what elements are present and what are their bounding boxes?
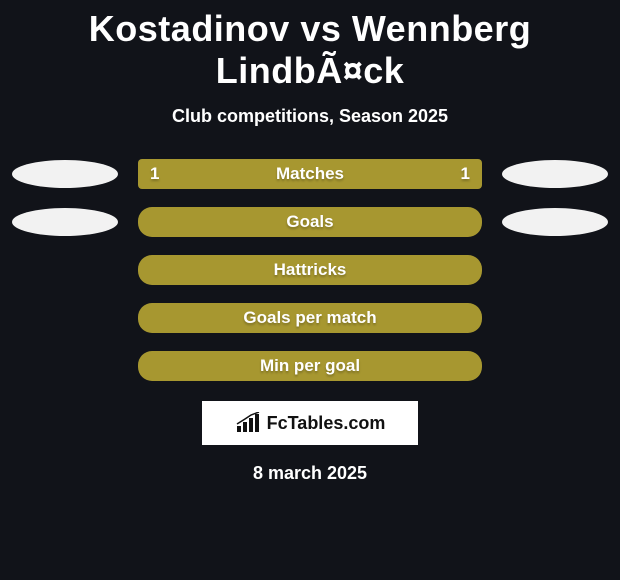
comparison-card: Kostadinov vs Wennberg LindbÃ¤ck Club co…	[0, 0, 620, 580]
stat-value-right: 1	[461, 164, 470, 184]
stat-bar: 1 Matches 1	[138, 159, 482, 189]
date-text: 8 march 2025	[0, 463, 620, 484]
stat-value-left: 1	[150, 164, 159, 184]
stat-bar: Min per goal	[138, 351, 482, 381]
stat-label: Goals per match	[243, 308, 376, 328]
stat-label: Matches	[276, 164, 344, 184]
stat-label: Min per goal	[260, 356, 360, 376]
stat-bar: Hattricks	[138, 255, 482, 285]
player-right-ellipse	[502, 160, 608, 188]
stat-row: Goals	[0, 207, 620, 237]
stat-row: Min per goal	[0, 351, 620, 381]
stat-row: 1 Matches 1	[0, 159, 620, 189]
chart-icon	[235, 412, 261, 434]
subtitle: Club competitions, Season 2025	[0, 106, 620, 127]
stat-label: Goals	[286, 212, 333, 232]
stat-row: Goals per match	[0, 303, 620, 333]
player-left-ellipse	[12, 208, 118, 236]
stat-label: Hattricks	[274, 260, 347, 280]
page-title: Kostadinov vs Wennberg LindbÃ¤ck	[0, 0, 620, 92]
stat-row: Hattricks	[0, 255, 620, 285]
stat-bar: Goals per match	[138, 303, 482, 333]
brand-logo-box: FcTables.com	[202, 401, 418, 445]
brand-logo-text: FcTables.com	[267, 413, 386, 434]
stat-bar: Goals	[138, 207, 482, 237]
player-left-ellipse	[12, 160, 118, 188]
player-right-ellipse	[502, 208, 608, 236]
stat-rows: 1 Matches 1 Goals Hattricks Goals per match Mi…	[0, 159, 620, 381]
